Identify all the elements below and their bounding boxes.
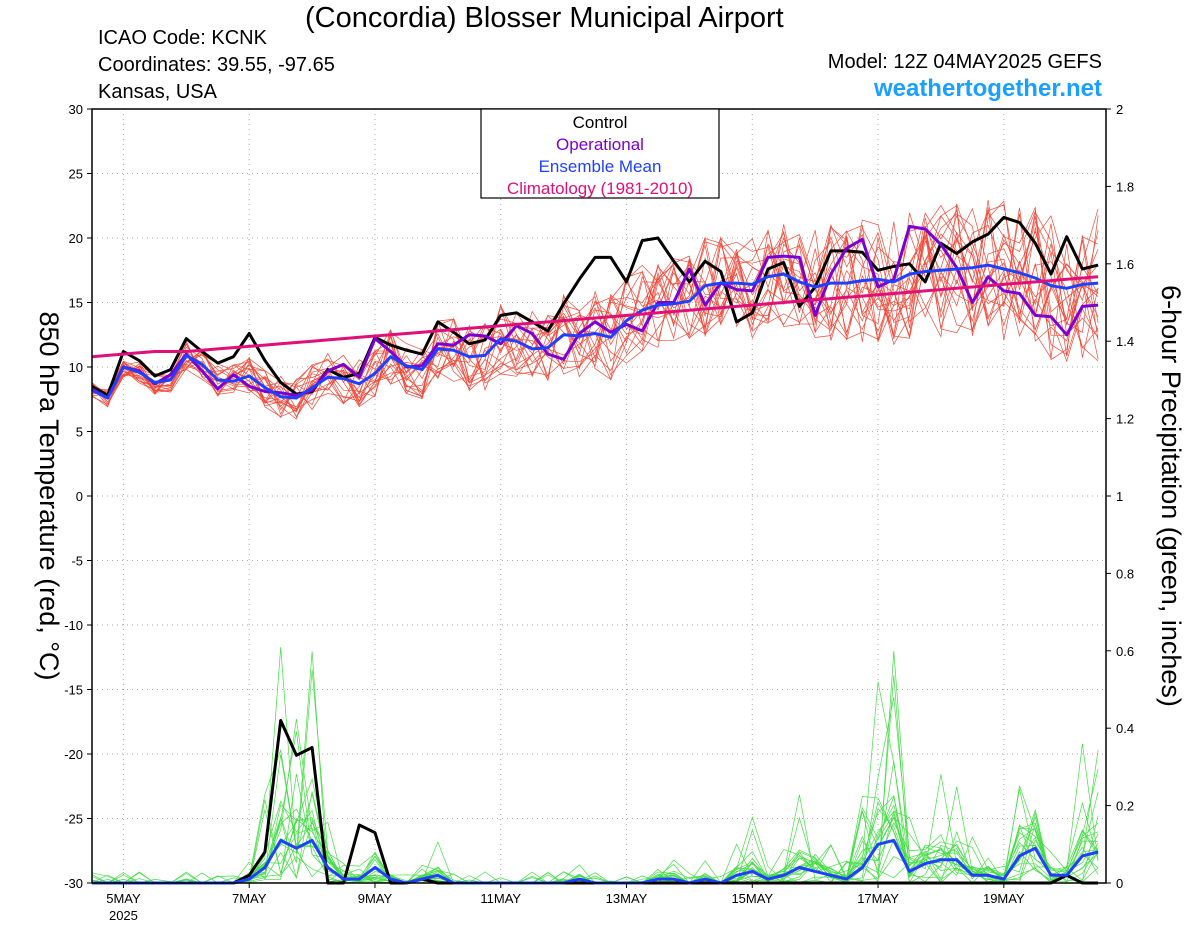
ensemble-member-temp-line (91, 209, 1099, 418)
x-tick-label: 9MAY (358, 891, 393, 906)
ensemble-member-temp-line (91, 223, 1099, 415)
x-tick-label: 19MAY (983, 891, 1025, 906)
x-tick-label: 7MAY (232, 891, 267, 906)
y2-tick-label: 2 (1116, 102, 1123, 117)
ensemble-member-temp-line (91, 199, 1099, 408)
series-lines (91, 215, 1099, 885)
y-tick-label: -20 (64, 747, 83, 762)
y2-tick-label: 0 (1116, 876, 1123, 891)
legend-entry: Climatology (1981-2010) (507, 179, 693, 198)
x-tick-label: 13MAY (606, 891, 648, 906)
legend-entry: Operational (556, 135, 644, 154)
ensemble-member-precip-line (91, 675, 1099, 884)
ensemble-member-temp-line (91, 200, 1099, 411)
y2-tick-label: 1.2 (1116, 412, 1134, 427)
y-tick-label: -25 (64, 812, 83, 827)
control-temp-line (91, 215, 1099, 397)
y-tick-label: 30 (69, 102, 83, 117)
x-tick-label: 5MAY (106, 891, 141, 906)
y-axis-label: 850 hPa Temperature (red, °C) (34, 312, 64, 681)
legend-box (480, 108, 720, 199)
y-tick-label: 25 (69, 167, 83, 182)
y-tick-label: 20 (69, 231, 83, 246)
y2-tick-label: 0.8 (1116, 566, 1134, 581)
y2-tick-label: 1 (1116, 489, 1123, 504)
axes: 302520151050-5-10-15-20-25-3021.81.61.41… (34, 102, 1186, 923)
x-tick-label: 11MAY (480, 891, 521, 906)
ensemble-member-precip-line (92, 749, 1099, 884)
temp-members (91, 199, 1099, 420)
location: Kansas, USA (98, 81, 217, 103)
y-tick-label: -15 (64, 683, 83, 698)
x-tick-label: 17MAY (857, 891, 899, 906)
y2-tick-label: 1.6 (1116, 257, 1134, 272)
y-tick-label: 10 (69, 360, 83, 375)
y-tick-label: -10 (64, 618, 83, 633)
legend-entry: Control (573, 113, 628, 132)
y2-tick-label: 0.2 (1116, 799, 1134, 814)
coordinates: Coordinates: 39.55, -97.65 (98, 54, 335, 76)
y-tick-label: 0 (76, 489, 83, 504)
precip-members (91, 647, 1099, 884)
ensemble-member-precip-line (92, 774, 1099, 884)
legend-entry: Ensemble Mean (539, 157, 662, 176)
ensemble-member-precip-line (91, 808, 1099, 884)
ensemble-member-precip-line (92, 796, 1099, 884)
y2-tick-label: 0.4 (1116, 721, 1134, 736)
ensemble-member-precip-line (92, 669, 1099, 884)
operational-temp-line (91, 224, 1099, 400)
site-link[interactable]: weathertogether.net (873, 75, 1102, 102)
ensemble-member-precip-line (91, 647, 1099, 884)
y2-tick-label: 1.4 (1116, 334, 1134, 349)
ensemble-member-precip-line (91, 760, 1099, 884)
x-tick-label: 15MAY (731, 891, 773, 906)
ensemble-member-temp-line (91, 225, 1099, 407)
ensemble-mean-temp-line (91, 263, 1099, 400)
chart-title: (Concordia) Blosser Municipal Airport (305, 2, 784, 34)
icao-code: ICAO Code: KCNK (98, 27, 267, 49)
y-tick-label: -5 (71, 554, 83, 569)
y2-tick-label: 0.6 (1116, 644, 1134, 659)
ensemble-member-temp-line (91, 219, 1099, 407)
climatology-line (91, 275, 1099, 359)
y2-tick-label: 1.8 (1116, 179, 1134, 194)
y-tick-label: -30 (64, 876, 83, 891)
y2-axis-label: 6-hour Precipitation (green, inches) (1156, 285, 1186, 707)
x-year-label: 2025 (109, 908, 138, 923)
model-run: Model: 12Z 04MAY2025 GEFS (827, 51, 1102, 73)
ensemble-member-precip-line (92, 774, 1099, 884)
y-tick-label: 5 (76, 425, 83, 440)
legend: Control Operational Ensemble Mean Climatolo… (480, 108, 720, 199)
y-tick-label: 15 (69, 296, 83, 311)
